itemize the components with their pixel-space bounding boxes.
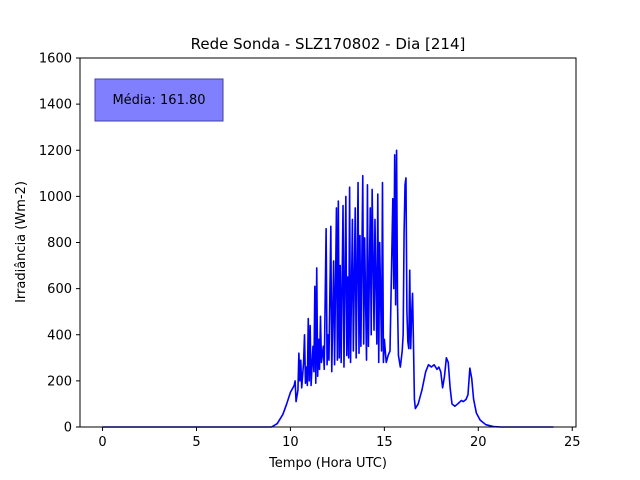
y-tick-label: 600	[47, 282, 72, 297]
y-axis-ticks: 0 200 400 600 800 1000 1200 1400 1600	[39, 52, 80, 436]
x-tick-label: 15	[376, 435, 393, 450]
y-tick-label: 0	[64, 421, 72, 436]
x-tick-label: 10	[282, 435, 299, 450]
chart-title: Rede Sonda - SLZ170802 - Dia [214]	[191, 35, 466, 53]
y-tick-label: 1200	[39, 144, 72, 159]
y-tick-label: 1400	[39, 98, 72, 113]
plot-frame	[79, 57, 577, 428]
y-tick-label: 1000	[39, 190, 72, 205]
x-axis-ticks: 0 5 10 15 20 25	[98, 427, 581, 450]
x-axis-label: Tempo (Hora UTC)	[268, 456, 387, 471]
y-tick-label: 200	[47, 374, 72, 389]
annotation-text: Média: 161.80	[112, 93, 205, 108]
y-axis-label: Irradiância (Wm-2)	[14, 181, 29, 303]
x-tick-label: 5	[192, 435, 200, 450]
y-tick-label: 400	[47, 328, 72, 343]
y-tick-label: 1600	[39, 52, 72, 67]
annotation-box	[94, 78, 224, 122]
mean-annotation: Média: 161.80	[94, 78, 224, 122]
x-tick-label: 0	[98, 435, 106, 450]
x-tick-label: 25	[564, 435, 581, 450]
series-line	[102, 149, 554, 428]
x-tick-label: 20	[470, 435, 487, 450]
y-tick-label: 800	[47, 236, 72, 251]
